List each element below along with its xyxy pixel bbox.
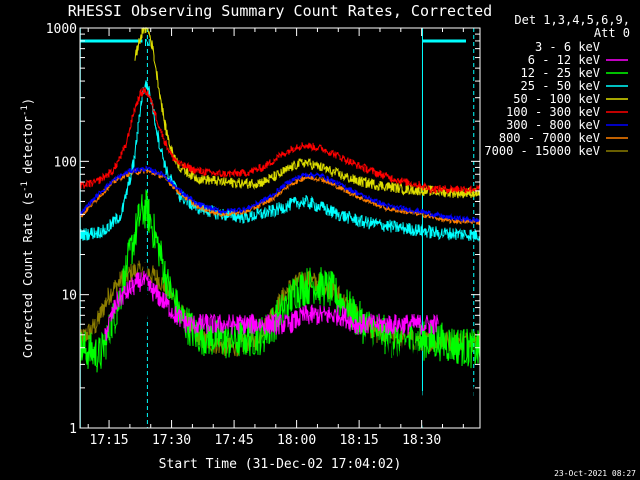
- x-tick-label: 17:15: [89, 433, 128, 448]
- series-line-100to300keV: [79, 87, 481, 195]
- legend-label: 800 - 7000 keV: [499, 131, 600, 145]
- series-line-6to12keV: [104, 270, 439, 341]
- legend-label: 3 - 6 keV: [535, 40, 600, 54]
- y-axis-label-end: ): [21, 98, 35, 105]
- legend-label: 6 - 12 keV: [528, 53, 600, 67]
- legend-label: 300 - 800 keV: [506, 118, 600, 132]
- x-tick-label: 18:15: [340, 433, 379, 448]
- legend-label: 25 - 50 keV: [521, 79, 600, 93]
- legend-label: 7000 - 15000 keV: [484, 144, 600, 158]
- x-tick-label: 17:45: [215, 433, 254, 448]
- y-tick-label: 100: [54, 155, 77, 170]
- legend-label: 12 - 25 keV: [521, 66, 600, 80]
- y-axis-label-sup1: -1: [20, 181, 30, 192]
- y-tick-label: 1000: [46, 22, 77, 37]
- legend-header-1: Det 1,3,4,5,6,9,: [514, 13, 630, 27]
- x-tick-label: 18:00: [277, 433, 316, 448]
- y-axis-label-sup2: -1: [20, 105, 30, 116]
- series-line-300to800keV: [79, 165, 481, 224]
- y-axis-label-main: Corrected Count Rate (s: [21, 192, 35, 358]
- series-line-25to50keV: [79, 80, 481, 242]
- axes: 17:15 17:30 17:45 18:00 18:15 18:30 1 10 100 1000: [46, 22, 481, 448]
- y-tick-label: 10: [61, 289, 77, 304]
- x-tick-label: 17:30: [152, 433, 191, 448]
- legend-label: 100 - 300 keV: [506, 105, 600, 119]
- x-axis-label: Start Time (31-Dec-02 17:04:02): [159, 457, 402, 472]
- legend-label: 50 - 100 keV: [513, 92, 600, 106]
- y-axis-label-mid: detector: [21, 116, 35, 181]
- legend-header-2: Att 0: [594, 26, 630, 40]
- plot-frame: [79, 27, 481, 429]
- timestamp: 23-Oct-2021 08:27: [554, 469, 636, 478]
- y-tick-label: 1: [69, 422, 77, 437]
- x-tick-label: 18:30: [402, 433, 441, 448]
- y-axis-label: Corrected Count Rate (s-1 detector-1): [20, 98, 35, 358]
- chart-title: RHESSI Observing Summary Count Rates, Co…: [68, 2, 492, 20]
- attenuator-marker-label: N: [144, 38, 150, 49]
